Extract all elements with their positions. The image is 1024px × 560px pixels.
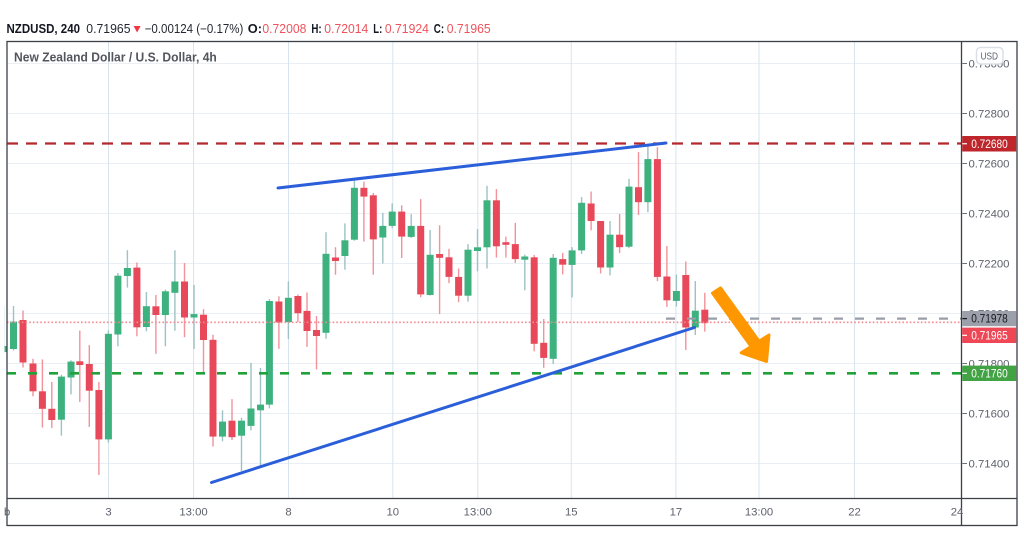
svg-text:0.72014: 0.72014 [324, 22, 368, 36]
svg-text:0.71965: 0.71965 [86, 22, 130, 36]
svg-text:USD: USD [981, 51, 999, 63]
svg-text:10: 10 [387, 507, 400, 519]
svg-text:H:: H: [311, 22, 321, 36]
svg-text:22: 22 [848, 507, 861, 519]
svg-text:C:: C: [434, 22, 444, 36]
svg-text:0.71400: 0.71400 [969, 458, 1010, 470]
svg-text:0.72680: 0.72680 [971, 139, 1008, 151]
svg-text:0.71760: 0.71760 [971, 368, 1008, 380]
svg-text:NZDUSD, 240: NZDUSD, 240 [7, 22, 81, 36]
svg-text:0.71978: 0.71978 [971, 314, 1008, 326]
svg-text:8: 8 [285, 507, 291, 519]
svg-text:0.71924: 0.71924 [385, 22, 429, 36]
svg-text:0.71965: 0.71965 [447, 22, 491, 36]
svg-text:17: 17 [670, 507, 683, 519]
svg-text:15: 15 [565, 507, 578, 519]
svg-text:O:: O: [248, 22, 262, 36]
svg-text:0.72400: 0.72400 [969, 208, 1010, 220]
svg-text:0.72200: 0.72200 [969, 258, 1010, 270]
svg-text:0.72800: 0.72800 [969, 108, 1010, 120]
svg-text:0.72600: 0.72600 [969, 158, 1010, 170]
svg-text:−0.00124 (−0.17%): −0.00124 (−0.17%) [145, 22, 244, 36]
svg-text:b: b [4, 507, 10, 519]
svg-text:New Zealand Dollar / U.S. Doll: New Zealand Dollar / U.S. Dollar, 4h [14, 50, 217, 65]
svg-text:0.72008: 0.72008 [262, 22, 306, 36]
svg-text:13:00: 13:00 [745, 507, 773, 519]
svg-text:0.71600: 0.71600 [969, 408, 1010, 420]
svg-text:24: 24 [951, 507, 964, 519]
svg-text:13:00: 13:00 [464, 507, 492, 519]
svg-text:13:00: 13:00 [179, 507, 207, 519]
svg-text:3: 3 [105, 507, 111, 519]
svg-text:0.71965: 0.71965 [971, 330, 1008, 342]
svg-text:L:: L: [373, 22, 382, 36]
